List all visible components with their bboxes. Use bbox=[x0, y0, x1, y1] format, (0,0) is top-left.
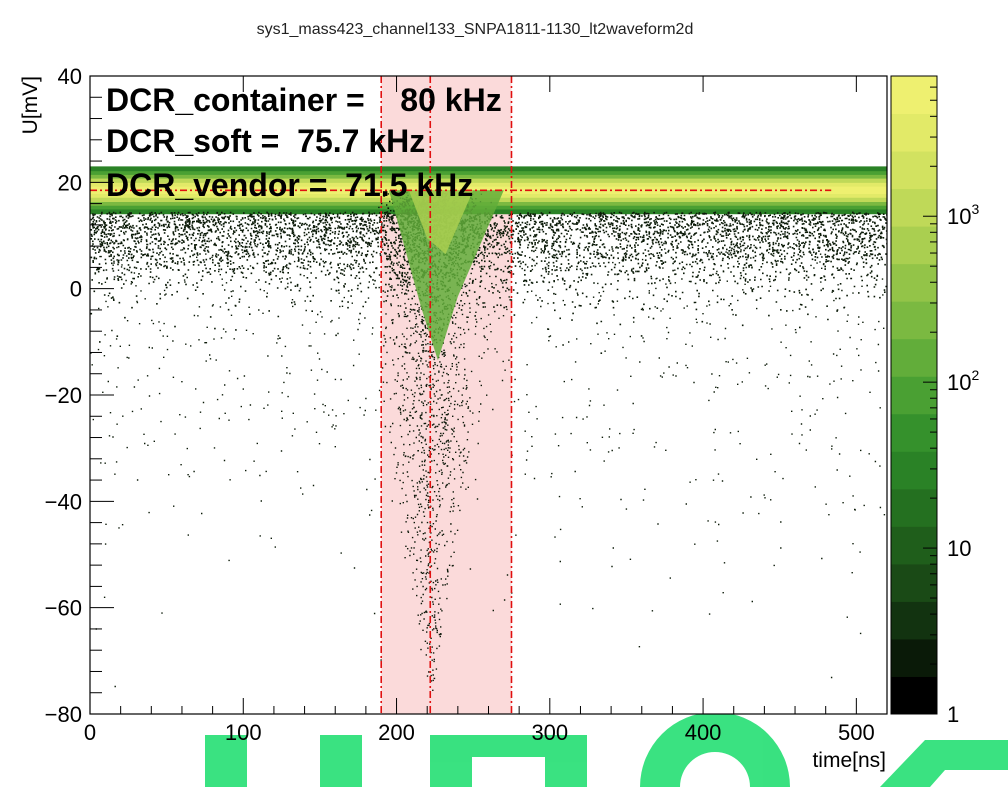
colorbar-swatch bbox=[891, 226, 937, 265]
plot-frame bbox=[89, 75, 888, 715]
colorbar-swatch bbox=[891, 263, 937, 302]
colorbar-tick-base: 10 bbox=[947, 536, 971, 561]
colorbar-tick-base: 10 bbox=[947, 204, 971, 229]
colorbar-swatch bbox=[891, 638, 937, 677]
colorbar-tick-base: 1 bbox=[947, 702, 959, 727]
x-tick-label: 400 bbox=[685, 720, 722, 745]
colorbar-swatch bbox=[891, 563, 937, 602]
x-tick-label: 0 bbox=[84, 720, 96, 745]
watermark bbox=[205, 712, 1008, 787]
colorbar-tick-exp: 2 bbox=[971, 367, 979, 383]
noise-points bbox=[90, 211, 887, 688]
y-tick-label: 40 bbox=[58, 64, 82, 89]
chart-title: sys1_mass423_channel133_SNPA1811-1130_lt… bbox=[257, 21, 694, 38]
colorbar-swatch bbox=[891, 451, 937, 490]
colorbar-swatch bbox=[891, 526, 937, 565]
colorbar-swatch bbox=[891, 676, 937, 715]
pulse-points bbox=[376, 190, 496, 691]
y-tick-label: 0 bbox=[70, 277, 82, 302]
colorbar-swatch bbox=[891, 601, 937, 640]
colorbar-tick-label: 10 bbox=[947, 536, 971, 561]
colorbar-frame bbox=[890, 75, 938, 715]
y-tick-label: −40 bbox=[45, 489, 82, 514]
colorbar-swatch bbox=[891, 113, 937, 152]
colorbar-swatch bbox=[891, 188, 937, 227]
y-axis-label: U[mV] bbox=[19, 76, 42, 134]
colorbar-tick-base: 10 bbox=[947, 370, 971, 395]
colorbar-tick-label: 103 bbox=[947, 201, 979, 229]
pulse-density-inner bbox=[408, 190, 474, 255]
colorbar-swatch bbox=[891, 413, 937, 452]
colorbar-swatch bbox=[891, 338, 937, 377]
colorbar-swatch bbox=[891, 151, 937, 190]
y-tick-label: −80 bbox=[45, 702, 82, 727]
x-tick-label: 500 bbox=[838, 720, 875, 745]
colorbar-tick-label: 102 bbox=[947, 367, 979, 395]
x-tick-label: 200 bbox=[378, 720, 415, 745]
x-tick-label: 300 bbox=[531, 720, 568, 745]
axes: 0 100 200 300 400 500 −80 −60 −40 −20 0 20 40 bbox=[45, 64, 888, 745]
dcr-vendor-label: DCR_vendor = 71.5 kHz bbox=[106, 167, 473, 203]
colorbar-swatch bbox=[891, 76, 937, 115]
colorbar-tick-label: 1 bbox=[947, 702, 959, 727]
y-tick-label: −20 bbox=[45, 383, 82, 408]
x-tick-label: 100 bbox=[225, 720, 262, 745]
dcr-soft-label: DCR_soft = 75.7 kHz bbox=[106, 123, 425, 159]
y-tick-label: −60 bbox=[45, 596, 82, 621]
dcr-container-label: DCR_container = 80 kHz bbox=[106, 82, 502, 118]
colorbar-swatch bbox=[891, 301, 937, 340]
colorbar-swatch bbox=[891, 488, 937, 527]
colorbar-tick-exp: 3 bbox=[971, 201, 979, 217]
x-axis-label: time[ns] bbox=[812, 749, 886, 772]
y-tick-label: 20 bbox=[58, 170, 82, 195]
heatmap-layer bbox=[90, 166, 887, 691]
pulse-density-core bbox=[388, 190, 504, 361]
